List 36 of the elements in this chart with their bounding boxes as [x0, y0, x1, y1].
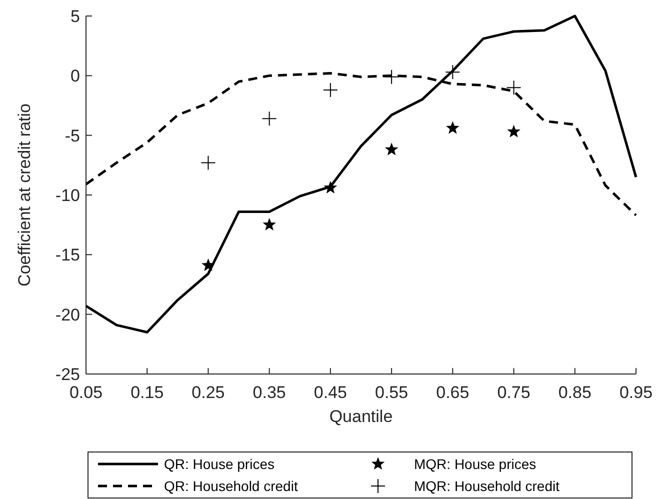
x-tick-label: 0.95	[619, 383, 653, 402]
y-tick-label: 5	[70, 6, 80, 26]
line-series	[84, 14, 638, 334]
x-tick-label: 0.75	[497, 383, 530, 402]
point	[262, 218, 276, 230]
legend-label: MQR: House prices	[414, 456, 536, 472]
y-tick-label: -20	[55, 305, 80, 324]
legend-label: MQR: Household credit	[414, 478, 560, 494]
y-tick-label: -25	[55, 364, 80, 384]
x-axis-title: Quantile	[329, 407, 393, 426]
x-tick-label: 0.35	[252, 383, 286, 402]
y-tick-label: -10	[55, 186, 80, 205]
point	[200, 155, 216, 170]
point	[202, 258, 215, 272]
legend-label: QR: House prices	[164, 456, 274, 472]
y-tick-label: 0	[70, 66, 80, 86]
point	[507, 124, 520, 138]
point	[446, 121, 460, 134]
point	[445, 64, 460, 80]
x-tick-label: 0.25	[192, 383, 225, 402]
point	[322, 82, 338, 98]
x-tick-label: 0.85	[558, 383, 592, 402]
x-tick-label: 0.55	[375, 383, 408, 402]
x-tick-label: 0.65	[436, 383, 470, 402]
x-tick-label: 0.15	[130, 383, 164, 402]
point	[384, 69, 400, 84]
x-tick-label: 0.45	[314, 383, 347, 402]
legend-label: QR: Household credit	[164, 478, 298, 494]
point	[262, 111, 277, 126]
point	[324, 180, 338, 194]
y-tick-label: -5	[64, 126, 80, 146]
y-tick-label: -15	[55, 246, 80, 265]
point	[506, 80, 522, 96]
x-tick-label: 0.05	[69, 383, 103, 402]
y-axis-title: Coefficient at credit ratio	[15, 104, 34, 286]
point	[384, 142, 398, 156]
